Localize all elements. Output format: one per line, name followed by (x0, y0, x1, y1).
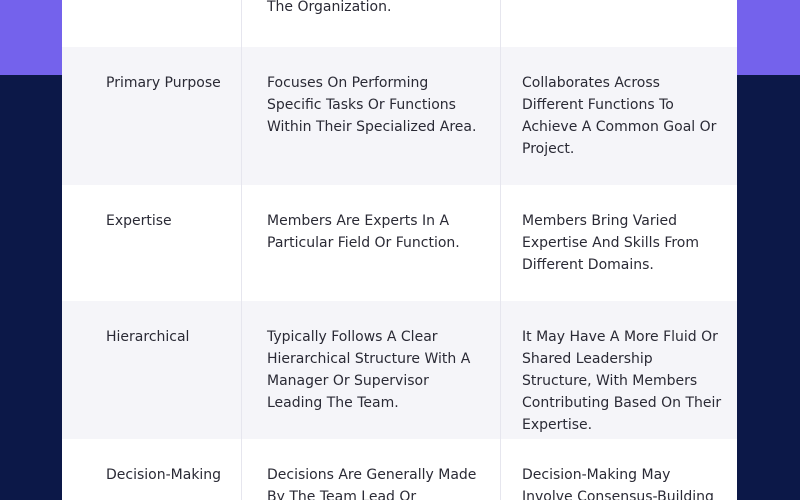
functional-cell: Focuses On Performing Specific Tasks Or … (242, 47, 501, 185)
functional-cell: Members Are Experts In A Particular Fiel… (242, 185, 501, 301)
table-row: The Organization. (62, 0, 737, 47)
cross-functional-cell (501, 0, 737, 47)
comparison-table: The Organization. Primary Purpose Focuse… (62, 0, 737, 500)
row-label: Decision-Making (62, 439, 242, 500)
cross-functional-cell: Decision-Making May Involve Consensus-Bu… (501, 439, 737, 500)
table-row: Expertise Members Are Experts In A Parti… (62, 185, 737, 301)
cross-functional-cell: It May Have A More Fluid Or Shared Leade… (501, 301, 737, 439)
functional-cell: The Organization. (242, 0, 501, 47)
functional-cell: Typically Follows A Clear Hierarchical S… (242, 301, 501, 439)
row-label (62, 0, 242, 47)
table-row: Hierarchical Typically Follows A Clear H… (62, 301, 737, 439)
functional-cell: Decisions Are Generally Made By The Team… (242, 439, 501, 500)
row-label: Primary Purpose (62, 47, 242, 185)
table-row: Primary Purpose Focuses On Performing Sp… (62, 47, 737, 185)
row-label: Hierarchical (62, 301, 242, 439)
cross-functional-cell: Collaborates Across Different Functions … (501, 47, 737, 185)
table-row: Decision-Making Decisions Are Generally … (62, 439, 737, 500)
cross-functional-cell: Members Bring Varied Expertise And Skill… (501, 185, 737, 301)
row-label: Expertise (62, 185, 242, 301)
